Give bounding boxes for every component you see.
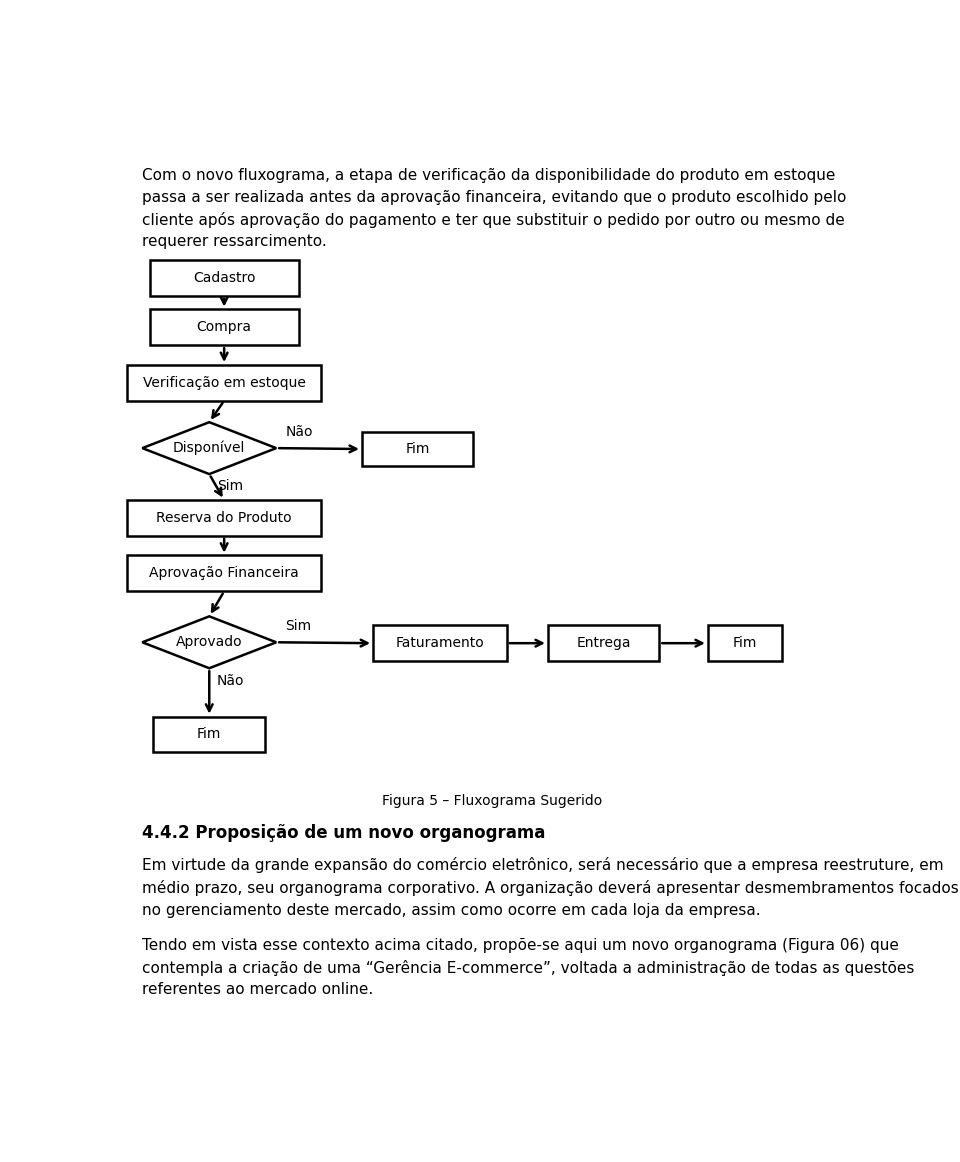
Text: Cadastro: Cadastro: [193, 271, 255, 285]
Text: Faturamento: Faturamento: [396, 636, 484, 651]
Text: Sim: Sim: [285, 619, 311, 633]
Text: Verificação em estoque: Verificação em estoque: [143, 375, 305, 389]
Text: Com o novo fluxograma, a etapa de verificação da disponibilidade do produto em e: Com o novo fluxograma, a etapa de verifi…: [142, 168, 847, 250]
FancyBboxPatch shape: [548, 625, 660, 661]
Text: Disponível: Disponível: [173, 440, 246, 456]
Text: Compra: Compra: [197, 321, 252, 335]
FancyBboxPatch shape: [128, 500, 321, 536]
Text: Reserva do Produto: Reserva do Produto: [156, 511, 292, 525]
Text: 4.4.2 Proposição de um novo organograma: 4.4.2 Proposição de um novo organograma: [142, 824, 545, 842]
Polygon shape: [142, 616, 276, 668]
FancyBboxPatch shape: [128, 555, 321, 591]
Text: Figura 5 – Fluxograma Sugerido: Figura 5 – Fluxograma Sugerido: [382, 795, 602, 809]
Text: Sim: Sim: [217, 480, 243, 494]
Text: Fim: Fim: [405, 442, 430, 456]
Text: Fim: Fim: [197, 727, 222, 741]
FancyBboxPatch shape: [150, 260, 299, 296]
Text: Entrega: Entrega: [576, 636, 631, 651]
FancyBboxPatch shape: [362, 432, 473, 466]
FancyBboxPatch shape: [372, 625, 507, 661]
Text: Em virtude da grande expansão do comércio eletrônico, será necessário que a empr: Em virtude da grande expansão do comérci…: [142, 858, 959, 918]
FancyBboxPatch shape: [708, 625, 782, 661]
Text: Não: Não: [285, 425, 313, 439]
Polygon shape: [142, 422, 276, 474]
Text: Não: Não: [217, 674, 244, 688]
FancyBboxPatch shape: [150, 309, 299, 345]
Text: Aprovação Financeira: Aprovação Financeira: [150, 566, 299, 580]
Text: Tendo em vista esse contexto acima citado, propõe-se aqui um novo organograma (F: Tendo em vista esse contexto acima citad…: [142, 938, 915, 997]
FancyBboxPatch shape: [154, 717, 265, 752]
FancyBboxPatch shape: [128, 365, 321, 401]
Text: Fim: Fim: [732, 636, 757, 651]
Text: Aprovado: Aprovado: [176, 636, 243, 650]
